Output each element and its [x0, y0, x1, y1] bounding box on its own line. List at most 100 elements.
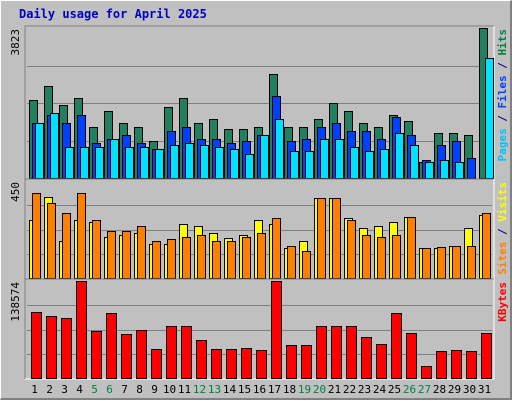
- visits-sites-ymax-label: 450: [9, 182, 22, 202]
- x-tick-label-day-26: 26: [403, 383, 416, 396]
- visits-sites-bar-sites-day-20: [317, 198, 326, 279]
- pages-files-hits-bar-pages-day-25: [395, 133, 404, 179]
- pages-files-hits-bar-pages-day-7: [125, 147, 134, 179]
- kbytes-bar-kbytes-day-15: [241, 348, 252, 379]
- visits-sites-bar-sites-day-30: [467, 246, 476, 279]
- kbytes-bar-kbytes-day-18: [286, 345, 297, 379]
- x-tick-label-day-21: 21: [328, 383, 341, 396]
- visits-sites-bar-sites-day-7: [122, 231, 131, 279]
- pages-files-hits-bar-pages-day-14: [230, 149, 239, 179]
- pages-files-hits-bar-pages-day-2: [50, 113, 59, 179]
- kbytes-legend-part-1: KBytes: [496, 282, 509, 322]
- x-tick-label-day-1: 1: [31, 383, 38, 396]
- kbytes-bar-kbytes-day-27: [421, 366, 432, 379]
- kbytes-ymax-label: 138574: [9, 282, 22, 322]
- kbytes-bar-kbytes-day-21: [331, 326, 342, 379]
- visits-sites-bar-sites-day-4: [77, 193, 86, 279]
- kbytes-bar-kbytes-day-6: [106, 313, 117, 379]
- kbytes-bar-kbytes-day-16: [256, 350, 267, 379]
- pages-files-hits-legend-part-4: /: [496, 56, 509, 76]
- kbytes-bar-kbytes-day-22: [346, 326, 357, 379]
- pages-files-hits-bar-pages-day-9: [155, 149, 164, 179]
- pages-files-hits-bar-pages-day-18: [290, 151, 299, 179]
- visits-sites-legend-part-1: Sites: [496, 242, 509, 275]
- pages-files-hits-bar-pages-day-19: [305, 151, 314, 179]
- x-tick-label-day-2: 2: [46, 383, 53, 396]
- x-tick-label-day-25: 25: [388, 383, 401, 396]
- visits-sites-bar-sites-day-13: [212, 241, 221, 279]
- x-tick-label-day-20: 20: [313, 383, 326, 396]
- pages-files-hits-bar-files-day-30: [467, 158, 476, 179]
- pages-files-hits-legend-part-1: Pages: [496, 128, 509, 161]
- pages-files-hits-bar-pages-day-8: [140, 147, 149, 179]
- kbytes-bar-kbytes-day-10: [166, 326, 177, 379]
- pages-files-hits-bar-pages-day-1: [35, 123, 44, 179]
- kbytes-bar-kbytes-day-12: [196, 340, 207, 379]
- kbytes-bar-kbytes-day-24: [376, 344, 387, 379]
- x-tick-label-day-12: 12: [193, 383, 206, 396]
- pages-files-hits-bar-pages-day-3: [65, 147, 74, 179]
- x-tick-label-day-11: 11: [178, 383, 191, 396]
- pages-files-hits-legend-part-3: Files: [496, 75, 509, 108]
- x-tick-label-day-6: 6: [106, 383, 113, 396]
- x-tick-label-day-16: 16: [253, 383, 266, 396]
- x-tick-label-day-3: 3: [61, 383, 68, 396]
- visits-sites-bar-sites-day-25: [392, 235, 401, 279]
- pages-files-hits-bar-pages-day-20: [320, 139, 329, 179]
- kbytes-bar-kbytes-day-13: [211, 349, 222, 379]
- x-tick-label-day-8: 8: [136, 383, 143, 396]
- kbytes-bar-kbytes-day-29: [451, 350, 462, 379]
- visits-sites-bar-sites-day-29: [452, 246, 461, 279]
- kbytes-bar-kbytes-day-25: [391, 313, 402, 379]
- x-tick-label-day-27: 27: [418, 383, 431, 396]
- kbytes-bar-kbytes-day-23: [361, 337, 372, 379]
- kbytes-bar-kbytes-day-20: [316, 326, 327, 379]
- kbytes-bar-kbytes-day-17: [271, 281, 282, 379]
- pages-files-hits-series-legend: Pages / Files / Hits: [496, 29, 509, 162]
- kbytes-bar-kbytes-day-4: [76, 281, 87, 379]
- chart-title: Daily usage for April 2025: [19, 7, 207, 21]
- visits-sites-bar-sites-day-5: [92, 220, 101, 279]
- kbytes-bar-kbytes-day-19: [301, 345, 312, 379]
- visits-sites-series-legend: Sites / Visits: [496, 182, 509, 275]
- x-tick-label-day-22: 22: [343, 383, 356, 396]
- pages-files-hits-bar-pages-day-27: [425, 162, 434, 179]
- visits-sites-bar-sites-day-28: [437, 247, 446, 279]
- x-tick-label-day-28: 28: [433, 383, 446, 396]
- x-tick-label-day-18: 18: [283, 383, 296, 396]
- x-tick-label-day-5: 5: [91, 383, 98, 396]
- kbytes-bar-kbytes-day-5: [91, 331, 102, 379]
- x-tick-label-day-17: 17: [268, 383, 281, 396]
- kbytes-bar-kbytes-day-7: [121, 334, 132, 379]
- visits-sites-bar-sites-day-14: [227, 241, 236, 279]
- kbytes-bar-kbytes-day-28: [436, 351, 447, 379]
- pages-files-hits-bar-pages-day-15: [245, 154, 254, 179]
- kbytes-bar-kbytes-day-8: [136, 330, 147, 379]
- kbytes-bar-kbytes-day-31: [481, 333, 492, 379]
- pages-files-hits-bar-pages-day-31: [485, 58, 494, 179]
- visits-sites-bar-sites-day-22: [347, 220, 356, 279]
- pages-files-hits-legend-part-2: /: [496, 109, 509, 129]
- pages-files-hits-bar-pages-day-26: [410, 145, 419, 179]
- visits-sites-bar-sites-day-1: [32, 193, 41, 279]
- visits-sites-bar-sites-day-19: [302, 251, 311, 279]
- kbytes-bar-kbytes-day-1: [31, 312, 42, 379]
- pages-files-hits-bar-pages-day-16: [260, 135, 269, 179]
- visits-sites-bar-sites-day-9: [152, 241, 161, 279]
- x-tick-label-day-9: 9: [151, 383, 158, 396]
- visits-sites-bar-sites-day-26: [407, 217, 416, 279]
- visits-sites-bar-sites-day-11: [182, 237, 191, 279]
- visits-sites-bar-sites-day-16: [257, 233, 266, 279]
- visits-sites-bar-sites-day-31: [482, 213, 491, 279]
- pages-files-hits-bar-pages-day-21: [335, 139, 344, 179]
- visits-sites-bar-sites-day-10: [167, 239, 176, 279]
- x-tick-label-day-30: 30: [463, 383, 476, 396]
- kbytes-bar-kbytes-day-3: [61, 318, 72, 379]
- kbytes-bar-kbytes-day-2: [46, 316, 57, 379]
- x-tick-label-day-29: 29: [448, 383, 461, 396]
- visits-sites-legend-part-2: /: [496, 222, 509, 242]
- visits-sites-bar-sites-day-27: [422, 248, 431, 279]
- pages-files-hits-bar-pages-day-13: [215, 147, 224, 179]
- kbytes-bar-kbytes-day-30: [466, 351, 477, 379]
